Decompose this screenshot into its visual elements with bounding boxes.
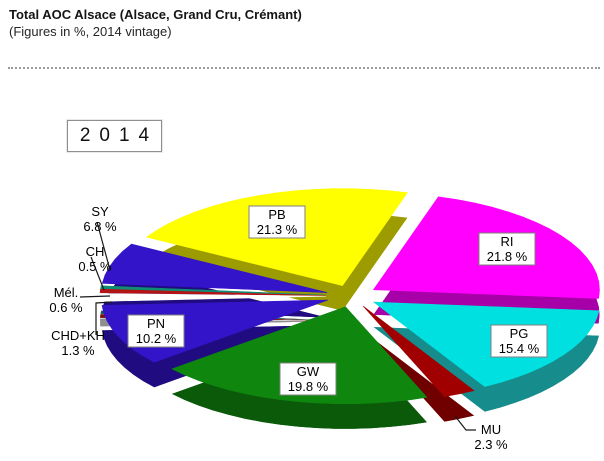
- slice-label-SY: SY6.8 %: [83, 204, 117, 234]
- callout-line-CH: [90, 256, 105, 291]
- slice-code-CH: CH: [86, 244, 105, 259]
- slice-value-RI: 21.8 %: [487, 249, 528, 264]
- slice-label-MU: MU2.3 %: [474, 422, 508, 452]
- slice-code-Mél.: Mél.: [54, 285, 79, 300]
- slice-value-CH: 0.5 %: [78, 259, 112, 274]
- slice-code-MU: MU: [481, 422, 501, 437]
- chart-subtitle: (Figures in %, 2014 vintage): [9, 24, 172, 39]
- year-box: 2014: [67, 120, 162, 152]
- year-label: 2014: [79, 125, 159, 146]
- callout-line-Mél.: [79, 295, 111, 298]
- slice-label-Mél.: Mél.0.6 %: [49, 285, 83, 315]
- slice-code-PG: PG: [510, 326, 529, 341]
- slice-label-CHD+KH: CHD+KH1.3 %: [51, 328, 105, 358]
- slice-value-Mél.: 0.6 %: [49, 300, 83, 315]
- slice-code-GW: GW: [297, 364, 320, 379]
- slice-value-SY: 6.8 %: [83, 219, 117, 234]
- callout-line-SY: [96, 221, 111, 271]
- callout-line-CHD+KH: [95, 301, 113, 335]
- slice-label-CH: CH0.5 %: [78, 244, 112, 274]
- slice-code-PB: PB: [268, 207, 285, 222]
- pie-slice-MU: [362, 305, 475, 422]
- slice-code-PN: PN: [147, 316, 165, 331]
- slice-value-CHD+KH: 1.3 %: [61, 343, 95, 358]
- slice-code-SY: SY: [91, 204, 109, 219]
- slice-value-GW: 19.8 %: [288, 379, 329, 394]
- slice-value-MU: 2.3 %: [474, 437, 508, 452]
- slice-value-PG: 15.4 %: [499, 341, 540, 356]
- slice-value-PB: 21.3 %: [257, 222, 298, 237]
- slice-code-RI: RI: [501, 234, 514, 249]
- slice-code-CHD+KH: CHD+KH: [51, 328, 105, 343]
- callout-line-MU: [454, 415, 476, 431]
- slice-value-PN: 10.2 %: [136, 331, 177, 346]
- chart-title: Total AOC Alsace (Alsace, Grand Cru, Cré…: [9, 7, 302, 22]
- dotted-divider: [8, 67, 600, 69]
